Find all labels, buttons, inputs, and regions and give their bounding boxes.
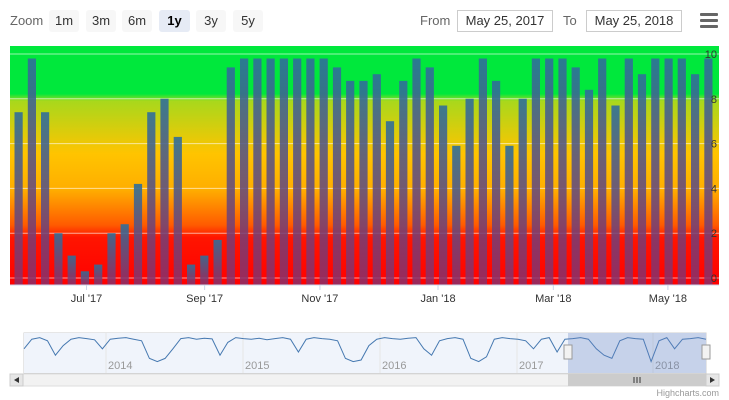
scrollbar-right-arrow-icon bbox=[710, 377, 715, 383]
bar bbox=[306, 58, 315, 285]
zoom-1m-button[interactable]: 1m bbox=[49, 10, 79, 32]
bar bbox=[372, 74, 381, 285]
bar bbox=[293, 58, 302, 285]
bar bbox=[651, 58, 660, 285]
x-tick-label: Jan '18 bbox=[420, 293, 455, 305]
navigator-year-label: 2017 bbox=[519, 360, 543, 372]
x-tick-label: Sep '17 bbox=[186, 293, 223, 305]
from-label: From bbox=[420, 13, 451, 28]
to-label: To bbox=[563, 13, 577, 28]
scrollbar-left-arrow-icon bbox=[14, 377, 19, 383]
bar bbox=[465, 98, 474, 285]
credits-link[interactable]: Highcharts.com bbox=[656, 388, 719, 398]
x-axis-labels: Jul '17 Sep '17 Nov '17 Jan '18 Mar '18 May '… bbox=[71, 285, 687, 305]
zoom-5y-button[interactable]: 5y bbox=[233, 10, 263, 32]
bar bbox=[240, 58, 249, 285]
bar bbox=[598, 58, 607, 285]
bar bbox=[54, 233, 63, 285]
bar bbox=[425, 67, 434, 286]
bar bbox=[332, 67, 342, 286]
scrollbar-grip-icon bbox=[633, 377, 641, 383]
bar bbox=[439, 105, 448, 285]
navigator-year-label: 2018 bbox=[655, 360, 679, 372]
bar bbox=[531, 58, 540, 285]
bar bbox=[41, 112, 50, 285]
bar bbox=[14, 112, 23, 285]
x-tick-label: May '18 bbox=[649, 293, 687, 305]
bar bbox=[80, 271, 89, 285]
bar bbox=[558, 58, 567, 285]
zoom-label: Zoom bbox=[10, 13, 44, 28]
navigator-year-label: 2016 bbox=[382, 360, 406, 372]
bar bbox=[253, 58, 262, 285]
to-date-input[interactable]: May 25, 2018 bbox=[586, 10, 682, 32]
zoom-3m-button[interactable]: 3m bbox=[86, 10, 116, 32]
bar bbox=[213, 239, 222, 285]
zoom-3y-button[interactable]: 3y bbox=[196, 10, 226, 32]
bar bbox=[664, 58, 673, 285]
bar bbox=[385, 121, 395, 285]
bar bbox=[173, 136, 182, 285]
navigator-left-handle[interactable] bbox=[563, 344, 573, 360]
y-tick-label: 10 bbox=[705, 49, 717, 61]
navigator: 2014 2015 2016 2017 2018 bbox=[23, 332, 711, 374]
bar-series bbox=[14, 58, 713, 286]
navigator-year-label: 2014 bbox=[108, 360, 132, 372]
bar bbox=[160, 98, 169, 285]
bar bbox=[133, 183, 143, 285]
bar bbox=[200, 255, 209, 285]
bar bbox=[120, 224, 129, 285]
navigator-year-label: 2015 bbox=[245, 360, 269, 372]
bar bbox=[691, 74, 700, 285]
bar bbox=[27, 58, 36, 285]
bar bbox=[505, 145, 514, 285]
bar bbox=[492, 80, 501, 286]
y-tick-label: 4 bbox=[711, 183, 717, 195]
bar bbox=[611, 105, 620, 285]
navigator-right-handle[interactable] bbox=[701, 344, 711, 360]
bar bbox=[518, 98, 527, 285]
bar bbox=[584, 89, 594, 285]
y-tick-label: 0 bbox=[711, 273, 717, 285]
bar bbox=[147, 112, 156, 285]
bar bbox=[704, 58, 713, 285]
y-tick-label: 6 bbox=[711, 139, 717, 151]
bar bbox=[412, 58, 421, 285]
bar bbox=[346, 80, 355, 286]
zoom-1y-button[interactable]: 1y bbox=[159, 10, 190, 32]
bar bbox=[187, 264, 196, 285]
zoom-6m-button[interactable]: 6m bbox=[122, 10, 152, 32]
navigator-labels: 2014 2015 2016 2017 2018 bbox=[105, 333, 679, 373]
bar bbox=[279, 58, 288, 285]
bar bbox=[478, 58, 487, 285]
navigator-series-line bbox=[23, 336, 707, 364]
bar bbox=[545, 58, 554, 285]
x-tick-label: Mar '18 bbox=[535, 293, 571, 305]
bar bbox=[624, 58, 633, 285]
hamburger-menu-icon[interactable] bbox=[700, 13, 718, 29]
bar bbox=[107, 233, 116, 285]
bar bbox=[94, 264, 103, 285]
from-date-input[interactable]: May 25, 2017 bbox=[457, 10, 553, 32]
bar bbox=[637, 74, 647, 285]
bar bbox=[226, 67, 235, 286]
bar bbox=[319, 58, 328, 285]
y-tick-label: 8 bbox=[711, 94, 717, 106]
bar bbox=[399, 80, 408, 286]
bar bbox=[452, 145, 461, 285]
bar bbox=[266, 58, 275, 285]
y-tick-label: 2 bbox=[711, 228, 717, 240]
y-axis-labels: 0 2 4 6 8 10 bbox=[705, 49, 717, 285]
scrollbar[interactable] bbox=[9, 373, 720, 387]
navigator-selected-range[interactable] bbox=[568, 333, 706, 373]
bar bbox=[571, 67, 580, 286]
bar bbox=[677, 58, 686, 285]
x-tick-label: Jul '17 bbox=[71, 293, 102, 305]
x-tick-label: Nov '17 bbox=[301, 293, 338, 305]
bar bbox=[359, 80, 368, 286]
bar bbox=[67, 255, 76, 285]
